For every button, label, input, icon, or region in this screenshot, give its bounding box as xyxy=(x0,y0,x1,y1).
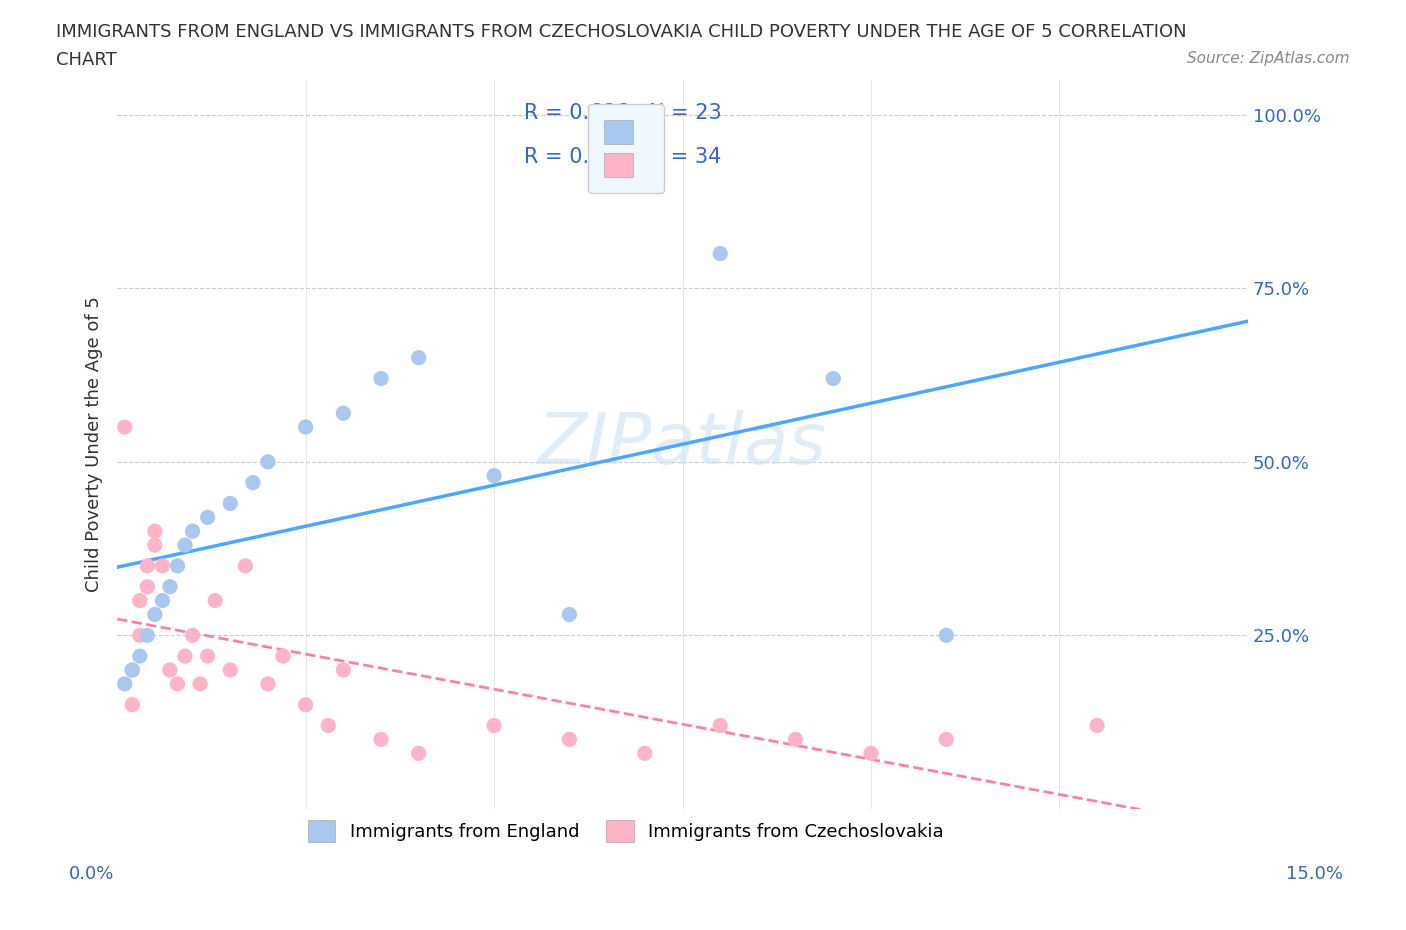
Point xyxy=(114,419,136,434)
Point xyxy=(159,579,181,594)
Point xyxy=(1085,718,1108,733)
Point xyxy=(143,538,166,552)
Point xyxy=(136,558,159,573)
Point xyxy=(558,732,581,747)
Point xyxy=(408,746,430,761)
Y-axis label: Child Poverty Under the Age of 5: Child Poverty Under the Age of 5 xyxy=(86,297,103,592)
Point xyxy=(128,628,150,643)
Point xyxy=(121,662,143,677)
Point xyxy=(159,662,181,677)
Point xyxy=(152,558,174,573)
Point xyxy=(332,662,354,677)
Point xyxy=(242,475,264,490)
Point xyxy=(370,732,392,747)
Point xyxy=(174,649,197,664)
Text: ZIPatlas: ZIPatlas xyxy=(538,410,827,479)
Point xyxy=(408,351,430,365)
Point xyxy=(219,662,242,677)
Point xyxy=(128,593,150,608)
Point xyxy=(197,649,219,664)
Point xyxy=(166,676,188,691)
Point xyxy=(935,628,957,643)
Point xyxy=(316,718,339,733)
Point xyxy=(181,628,204,643)
Point xyxy=(935,732,957,747)
Point xyxy=(152,593,174,608)
Text: Source: ZipAtlas.com: Source: ZipAtlas.com xyxy=(1187,51,1350,66)
Legend: Immigrants from England, Immigrants from Czechoslovakia: Immigrants from England, Immigrants from… xyxy=(299,811,953,851)
Point xyxy=(634,746,657,761)
Point xyxy=(332,405,354,420)
Point xyxy=(233,558,256,573)
Point xyxy=(482,718,505,733)
Point xyxy=(128,649,150,664)
Text: IMMIGRANTS FROM ENGLAND VS IMMIGRANTS FROM CZECHOSLOVAKIA CHILD POVERTY UNDER TH: IMMIGRANTS FROM ENGLAND VS IMMIGRANTS FR… xyxy=(56,23,1187,41)
Point xyxy=(294,698,316,712)
Text: CHART: CHART xyxy=(56,51,117,69)
Text: 15.0%: 15.0% xyxy=(1286,865,1343,883)
Point xyxy=(136,628,159,643)
Text: R = 0.686   N = 23: R = 0.686 N = 23 xyxy=(524,103,721,123)
Point xyxy=(136,579,159,594)
Point xyxy=(859,746,882,761)
Point xyxy=(558,607,581,622)
Point xyxy=(121,662,143,677)
Point xyxy=(271,649,294,664)
Point xyxy=(709,718,731,733)
Point xyxy=(166,558,188,573)
Text: 0.0%: 0.0% xyxy=(69,865,114,883)
Text: R = 0.088   N = 34: R = 0.088 N = 34 xyxy=(524,147,721,166)
Point xyxy=(143,524,166,538)
Point xyxy=(181,524,204,538)
Point xyxy=(257,676,280,691)
Point xyxy=(197,510,219,525)
Point xyxy=(257,455,280,470)
Point xyxy=(785,732,807,747)
Point xyxy=(823,371,845,386)
Point xyxy=(219,496,242,511)
Point xyxy=(121,698,143,712)
Point xyxy=(204,593,226,608)
Point xyxy=(114,676,136,691)
Point xyxy=(143,607,166,622)
Point xyxy=(370,371,392,386)
Point xyxy=(188,676,211,691)
Point xyxy=(482,468,505,483)
Point xyxy=(294,419,316,434)
Point xyxy=(174,538,197,552)
Point xyxy=(709,246,731,261)
